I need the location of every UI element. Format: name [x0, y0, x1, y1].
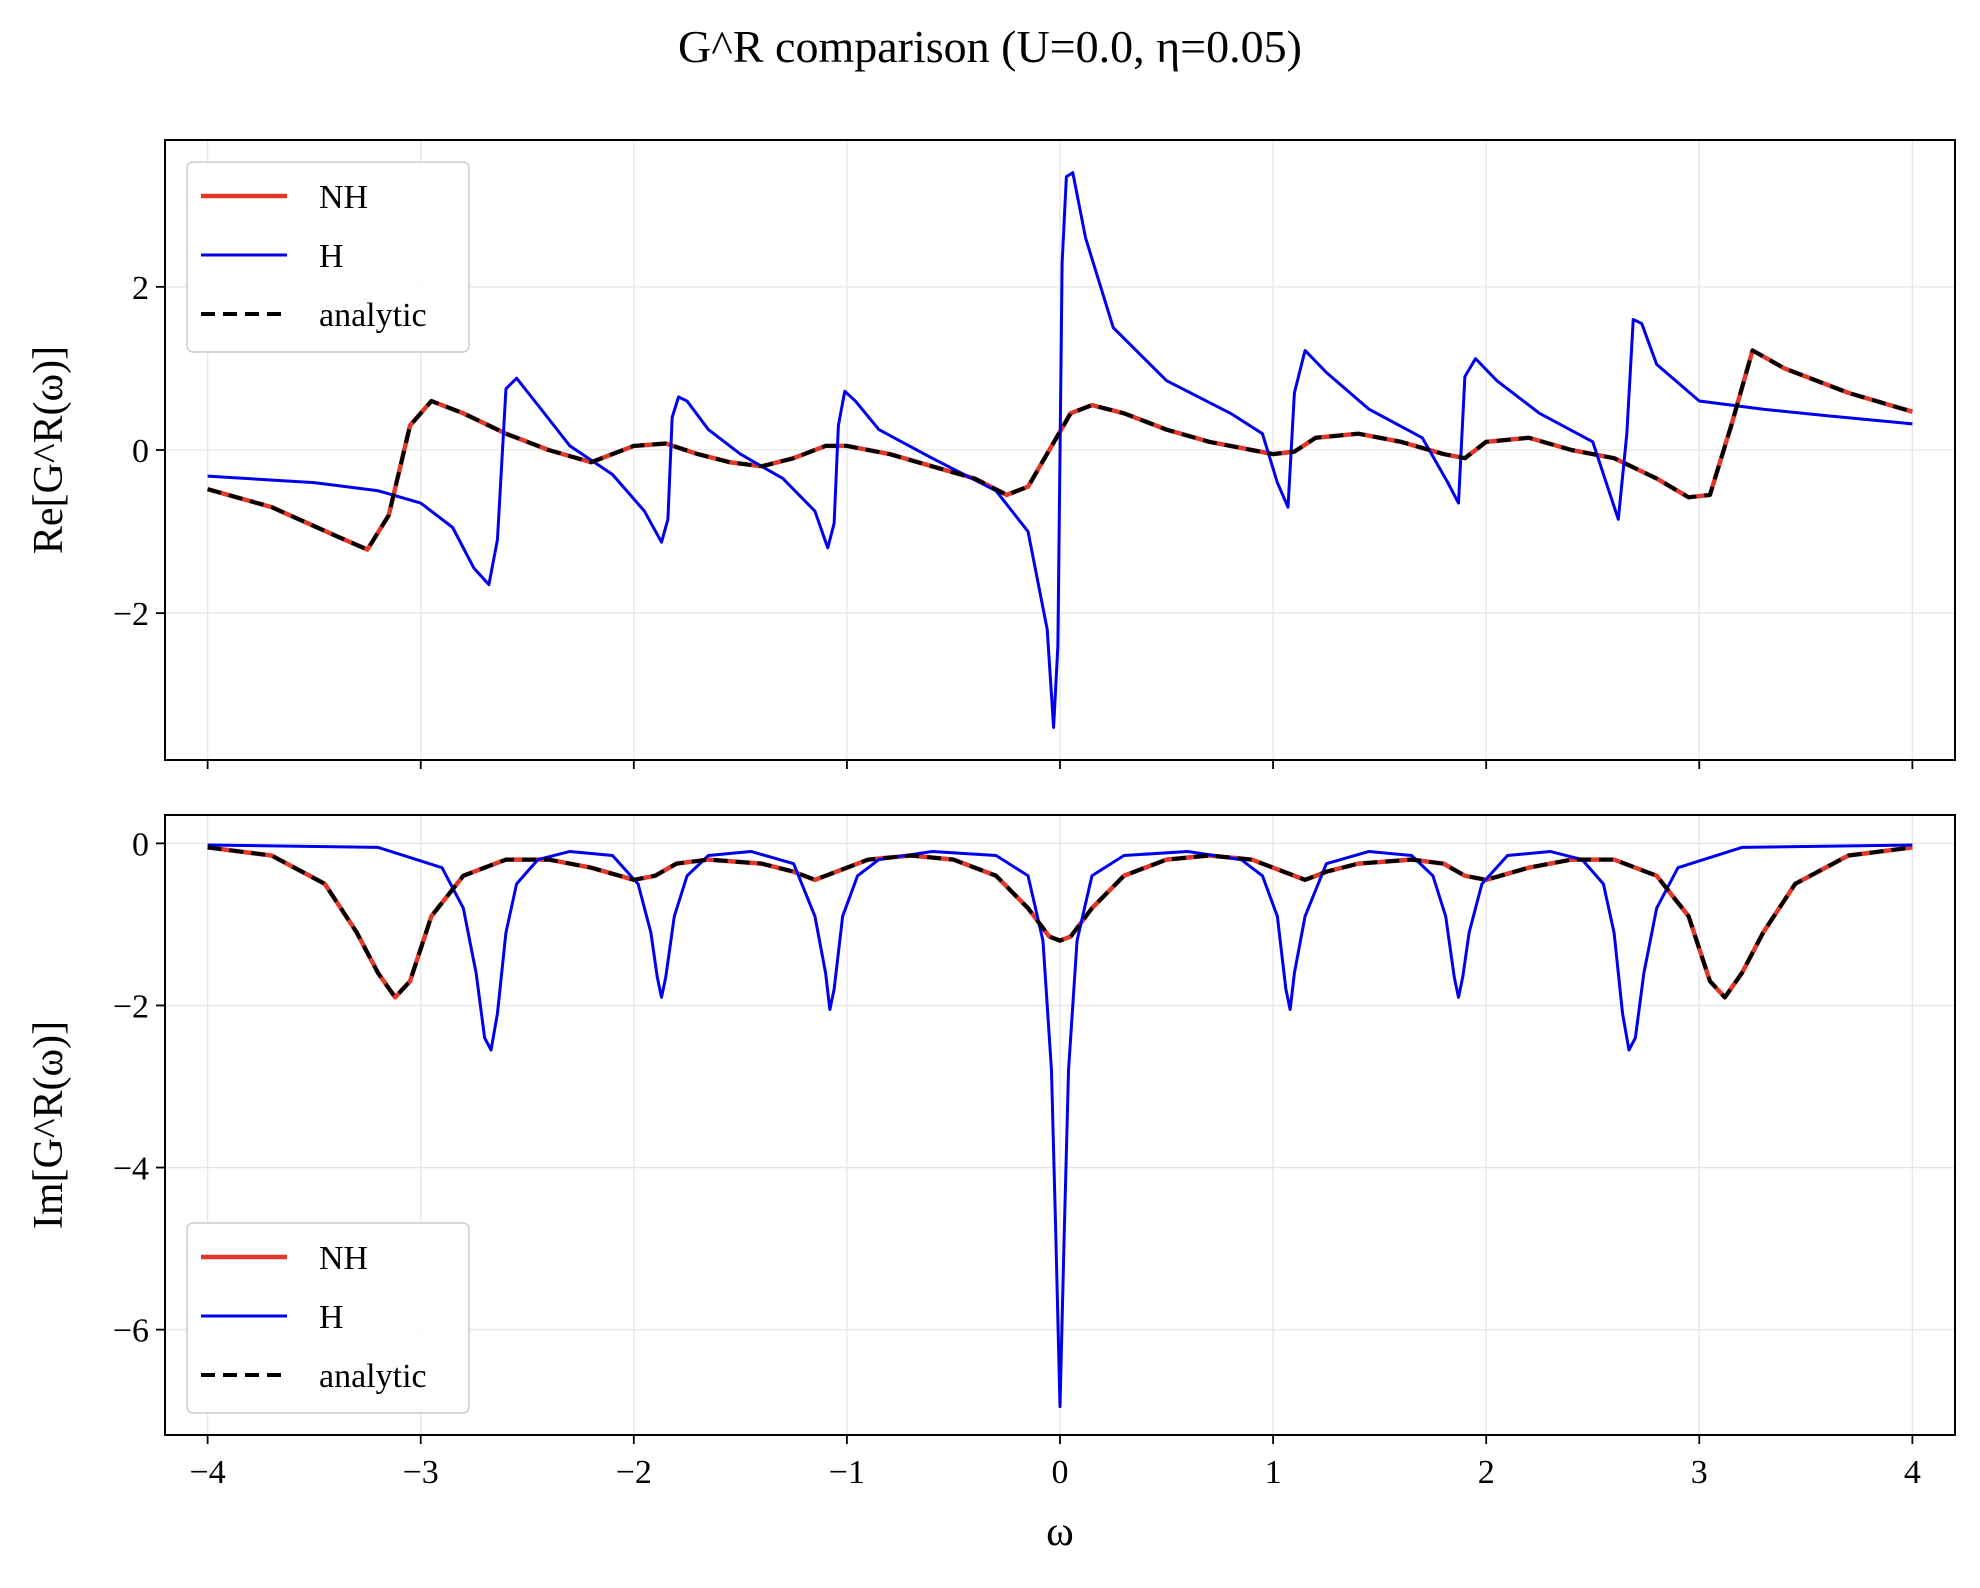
bottom-x-tick-label: 4 — [1904, 1454, 1921, 1491]
bottom-y-tick-label: −4 — [113, 1151, 149, 1188]
top-series-h-line — [207, 171, 1913, 729]
bottom-legend-label-nh: NH — [319, 1240, 368, 1277]
bottom-x-tick-label: −2 — [616, 1454, 652, 1491]
bottom-x-tick-label: −3 — [403, 1454, 439, 1491]
bottom-x-tick-label: −4 — [190, 1454, 226, 1491]
bottom-legend-label-h: H — [319, 1299, 344, 1336]
bottom-panel-im: −4 −3 −2 −1 0 1 2 3 4 −6 −4 −2 0 Im[G^R(ω)] ω NH Hana… — [26, 814, 1956, 1555]
bottom-x-tick-label: 0 — [1052, 1454, 1069, 1491]
bottom-x-axis-label: ω — [1046, 1509, 1074, 1555]
top-lines — [207, 171, 1914, 729]
bottom-y-axis-label: Im[G^R(ω)] — [26, 1021, 72, 1229]
bottom-series-h-line — [207, 843, 1913, 1409]
bottom-y-tick-label: −2 — [113, 988, 149, 1025]
bottom-y-tick-label: −6 — [113, 1313, 149, 1350]
top-legend-box — [186, 161, 470, 353]
top-y-axis-label: Re[G^R(ω)] — [26, 346, 72, 554]
bottom-x-tick-label: 1 — [1265, 1454, 1282, 1491]
bottom-legend-box — [186, 1222, 470, 1414]
bottom-y-tick-label: 0 — [132, 826, 149, 863]
top-series-analytic-line — [207, 348, 1913, 552]
bottom-ticks: −4 −3 −2 −1 0 1 2 3 4 −6 −4 −2 0 — [113, 826, 1921, 1491]
top-legend-label-analytic: analytic — [319, 297, 427, 334]
top-legend-label-nh: NH — [319, 179, 368, 216]
bottom-legend-label-analytic: analytic — [319, 1358, 427, 1395]
bottom-series-analytic-line — [207, 845, 1913, 1000]
bottom-x-tick-label: 3 — [1691, 1454, 1708, 1491]
top-y-tick-label: −2 — [113, 596, 149, 633]
bottom-lines — [207, 843, 1913, 1409]
top-y-tick-label: 2 — [132, 270, 149, 307]
bottom-x-tick-label: −1 — [829, 1454, 865, 1491]
figure-title: G^R comparison (U=0.0, η=0.05) — [678, 21, 1302, 72]
top-legend-label-h: H — [319, 238, 344, 275]
top-ticks: −2 0 2 — [113, 270, 1914, 769]
top-y-tick-label: 0 — [132, 433, 149, 470]
bottom-x-tick-label: 2 — [1478, 1454, 1495, 1491]
